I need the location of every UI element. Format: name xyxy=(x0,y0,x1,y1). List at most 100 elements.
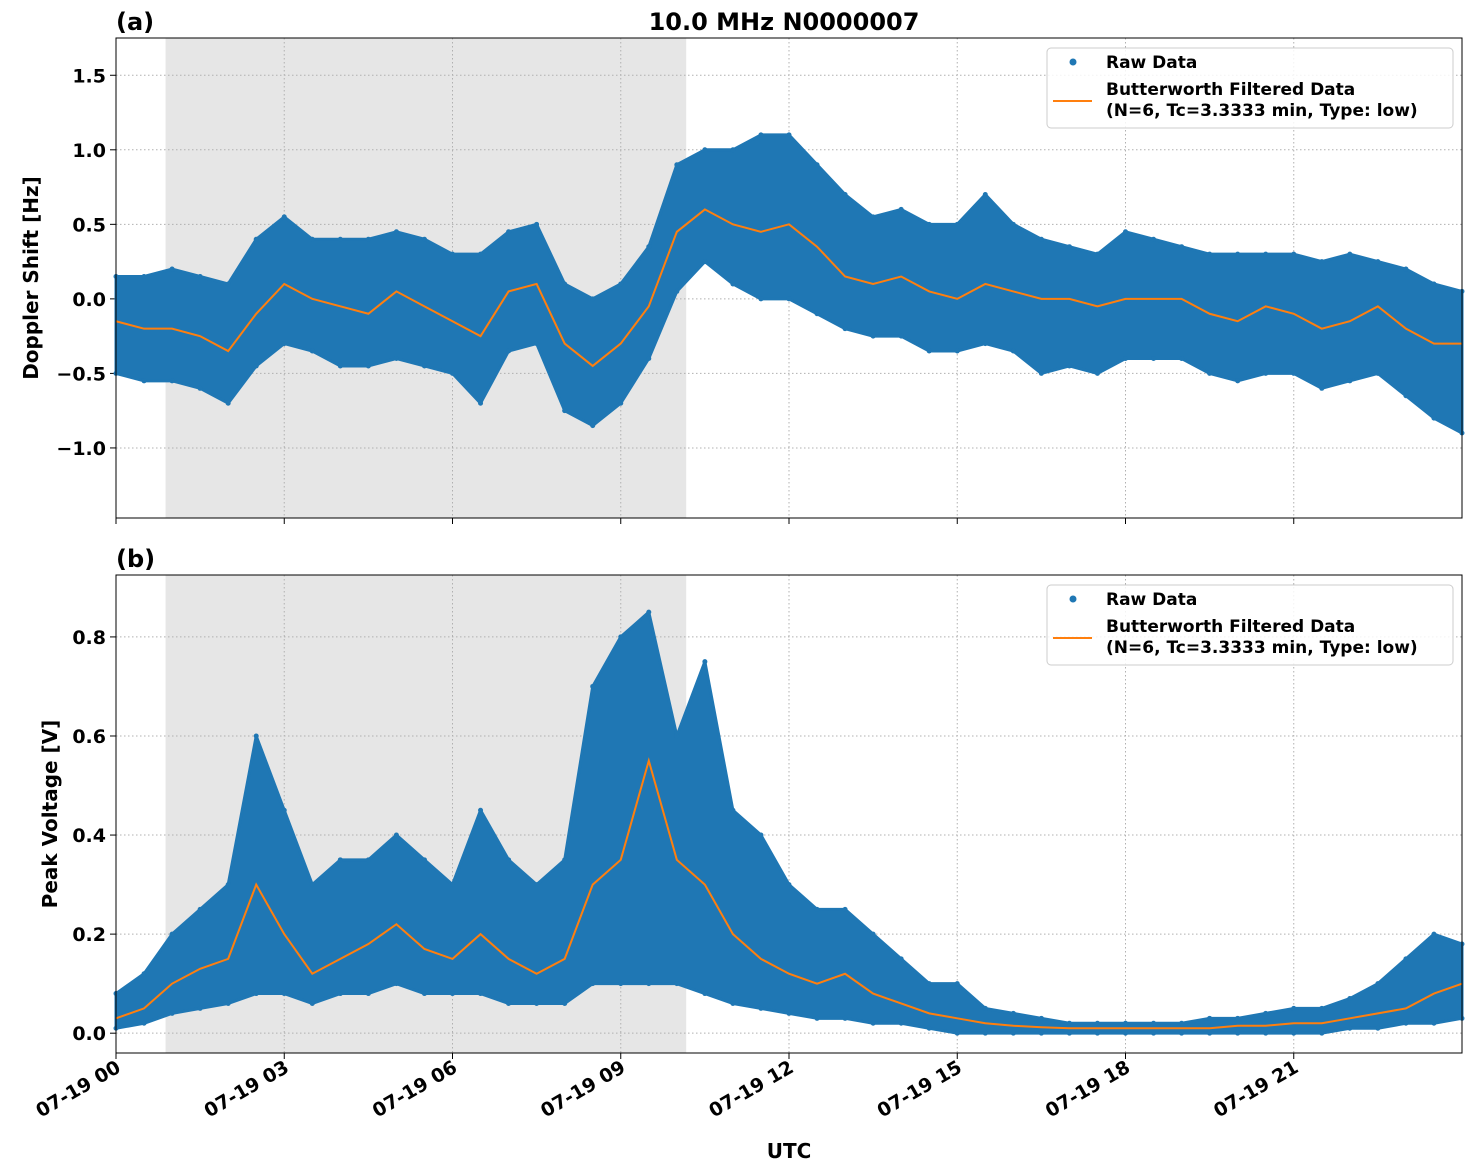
raw-data-point xyxy=(478,807,484,813)
raw-data-point xyxy=(870,214,876,220)
raw-data-point xyxy=(478,251,484,257)
raw-data-point xyxy=(618,281,624,287)
raw-data-point xyxy=(814,1015,820,1021)
raw-data-point xyxy=(253,991,259,997)
raw-data-point xyxy=(562,1000,568,1006)
raw-data-point xyxy=(1375,370,1381,376)
raw-data-point xyxy=(758,296,764,302)
y-tick-label: −0.5 xyxy=(56,363,106,385)
raw-data-point xyxy=(1010,1030,1016,1036)
raw-data-point xyxy=(1066,363,1072,369)
raw-data-point xyxy=(1038,370,1044,376)
raw-data-point xyxy=(478,991,484,997)
raw-data-point xyxy=(618,400,624,406)
raw-data-point xyxy=(1123,1030,1128,1036)
raw-data-point xyxy=(982,341,988,347)
raw-data-point xyxy=(786,132,792,138)
raw-data-point xyxy=(478,400,484,406)
raw-data-point xyxy=(421,236,427,242)
raw-data-point xyxy=(702,659,708,665)
raw-data-point xyxy=(225,400,231,406)
raw-data-point xyxy=(281,341,287,347)
panel-b-ylabel: Peak Voltage [V] xyxy=(38,720,62,909)
raw-data-point xyxy=(1347,251,1353,257)
x-tick-label: 07-19 00 xyxy=(32,1056,124,1122)
raw-data-point xyxy=(758,132,764,138)
raw-data-point xyxy=(1431,415,1437,421)
raw-data-point xyxy=(814,162,820,168)
axes-frame xyxy=(115,574,1463,1054)
raw-data-point xyxy=(898,206,904,212)
raw-data-point xyxy=(1375,259,1381,265)
raw-data-point xyxy=(870,333,876,339)
raw-data-point xyxy=(1179,1030,1185,1036)
raw-data-point xyxy=(1403,956,1409,962)
raw-data-point xyxy=(1010,348,1016,354)
raw-data-point xyxy=(1263,370,1269,376)
raw-data-point xyxy=(674,981,680,987)
raw-data-point xyxy=(898,956,904,962)
raw-data-point xyxy=(393,981,399,987)
raw-data-point xyxy=(141,274,147,280)
raw-data-point xyxy=(758,1005,764,1011)
raw-data-point xyxy=(562,281,568,287)
y-tick-label: 1.5 xyxy=(72,65,106,87)
raw-data-point xyxy=(1235,1015,1241,1021)
raw-data-point xyxy=(337,857,343,863)
raw-data-point xyxy=(702,147,708,153)
raw-data-point xyxy=(1066,1030,1072,1036)
raw-data-point xyxy=(253,363,259,369)
raw-data-point xyxy=(842,192,848,198)
raw-data-point xyxy=(1207,1015,1213,1021)
raw-data-point xyxy=(1431,931,1437,937)
raw-data-point xyxy=(141,971,147,977)
raw-data-point xyxy=(1123,229,1128,235)
legend-raw-marker xyxy=(1069,595,1077,603)
raw-data-point xyxy=(365,991,371,997)
raw-data-point xyxy=(1038,1015,1044,1021)
raw-data-point xyxy=(450,251,455,257)
raw-data-point xyxy=(1291,370,1297,376)
raw-data-point xyxy=(926,221,932,227)
y-tick-label: 0.6 xyxy=(72,726,106,748)
raw-data-point xyxy=(393,355,399,361)
y-tick-label: 0.8 xyxy=(72,627,106,649)
raw-data-point xyxy=(870,1020,876,1026)
raw-data-point xyxy=(1151,1030,1157,1036)
raw-data-point xyxy=(1151,1020,1157,1026)
raw-data-point xyxy=(702,259,708,265)
raw-data-point xyxy=(169,1010,175,1016)
panel-a-ylabel: Doppler Shift [Hz] xyxy=(19,176,43,380)
raw-data-point xyxy=(450,991,455,997)
raw-data-point xyxy=(1094,370,1100,376)
raw-data-point xyxy=(253,733,259,739)
raw-data-point xyxy=(898,1020,904,1026)
legend-box xyxy=(1046,584,1454,666)
raw-data-point xyxy=(534,882,540,888)
raw-data-point xyxy=(1347,378,1353,384)
raw-data-point xyxy=(618,981,624,987)
raw-data-point xyxy=(365,363,371,369)
raw-data-point xyxy=(870,931,876,937)
raw-data-point xyxy=(1123,355,1128,361)
raw-data-point xyxy=(590,683,596,689)
x-tick-label: 07-19 06 xyxy=(369,1056,461,1122)
raw-data-point xyxy=(365,857,371,863)
x-tick-label: 07-19 12 xyxy=(705,1056,797,1122)
raw-data-point xyxy=(169,266,175,272)
raw-data-point xyxy=(730,281,736,287)
raw-data-point xyxy=(309,882,315,888)
raw-data-point xyxy=(1235,378,1241,384)
raw-data-point xyxy=(786,296,792,302)
raw-data-point xyxy=(954,981,960,987)
raw-data-point xyxy=(534,1000,540,1006)
raw-data-point xyxy=(646,355,652,361)
raw-data-point xyxy=(590,296,596,302)
raw-data-point xyxy=(842,906,848,912)
raw-data-point xyxy=(646,981,652,987)
raw-data-point xyxy=(590,423,596,429)
raw-data-point xyxy=(506,857,512,863)
raw-data-point xyxy=(1291,1005,1297,1011)
raw-data-point xyxy=(1319,1030,1325,1036)
